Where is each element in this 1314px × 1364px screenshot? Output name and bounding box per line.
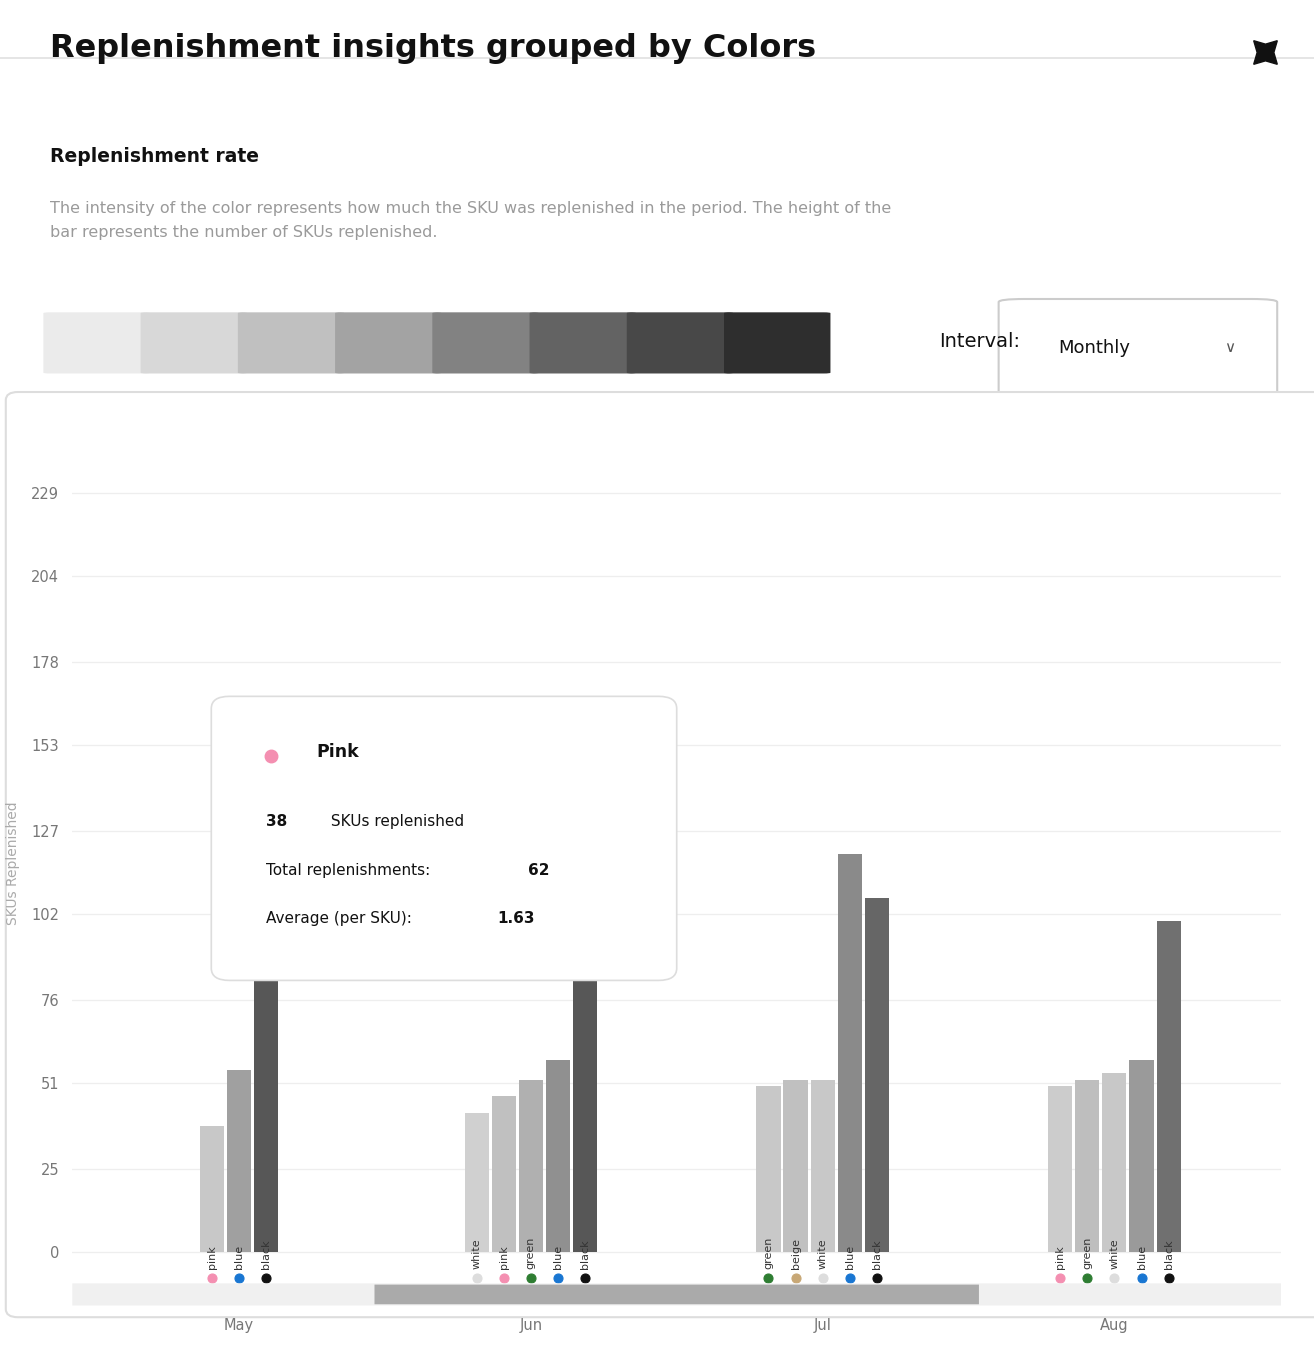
Text: 62: 62 [528, 863, 549, 877]
Text: Replenishment rate: Replenishment rate [50, 147, 259, 165]
Text: black: black [261, 1239, 271, 1269]
Bar [1049, 1086, 1072, 1252]
Bar [811, 1080, 834, 1252]
Text: Jul: Jul [813, 1318, 832, 1333]
Text: black: black [579, 1239, 590, 1269]
FancyBboxPatch shape [627, 312, 733, 374]
Bar [1156, 921, 1181, 1252]
Y-axis label: SKUs Replenished: SKUs Replenished [7, 801, 20, 925]
Text: Low replenishment: Low replenishment [50, 408, 176, 420]
Text: High replenishment: High replenishment [696, 408, 828, 420]
Text: pink: pink [1055, 1245, 1066, 1269]
Text: Jun: Jun [519, 1318, 543, 1333]
Text: The intensity of the color represents how much the SKU was replenished in the pe: The intensity of the color represents ho… [50, 202, 891, 240]
Text: blue: blue [845, 1244, 854, 1269]
Text: Interval:: Interval: [940, 331, 1021, 351]
Bar [783, 1080, 808, 1252]
Text: pink: pink [499, 1245, 509, 1269]
Text: green: green [763, 1236, 774, 1269]
FancyBboxPatch shape [724, 312, 830, 374]
FancyBboxPatch shape [72, 1284, 1281, 1305]
Text: black: black [871, 1239, 882, 1269]
FancyBboxPatch shape [238, 312, 344, 374]
Text: blue: blue [234, 1244, 244, 1269]
Text: Average: Average [363, 408, 418, 420]
Text: Replenishment insights grouped by Colors: Replenishment insights grouped by Colors [50, 33, 816, 64]
Text: Total replenishments:: Total replenishments: [265, 863, 435, 877]
Text: 1.63: 1.63 [498, 911, 535, 926]
Text: Aug: Aug [1100, 1318, 1129, 1333]
FancyBboxPatch shape [43, 312, 150, 374]
Bar [837, 854, 862, 1252]
Text: SKUs replenished: SKUs replenished [326, 814, 464, 829]
Text: white: white [1109, 1239, 1120, 1269]
Bar [465, 1113, 489, 1252]
Text: Pink: Pink [317, 742, 359, 761]
Bar [1102, 1073, 1126, 1252]
Text: May: May [223, 1318, 254, 1333]
Bar [1075, 1080, 1100, 1252]
Bar [573, 877, 597, 1252]
Text: blue: blue [553, 1244, 562, 1269]
FancyBboxPatch shape [212, 697, 677, 981]
Bar [757, 1086, 781, 1252]
Bar [1130, 1060, 1154, 1252]
Text: Monthly: Monthly [1058, 338, 1130, 356]
Text: beige: beige [791, 1237, 800, 1269]
FancyBboxPatch shape [999, 299, 1277, 396]
Bar [865, 898, 888, 1252]
Text: 38: 38 [265, 814, 286, 829]
Text: white: white [472, 1239, 482, 1269]
Bar [200, 1127, 223, 1252]
Bar [519, 1080, 543, 1252]
FancyBboxPatch shape [335, 312, 442, 374]
FancyBboxPatch shape [530, 312, 636, 374]
FancyBboxPatch shape [374, 1285, 979, 1304]
Bar [545, 1060, 570, 1252]
Text: white: white [817, 1239, 828, 1269]
Text: green: green [1083, 1236, 1092, 1269]
FancyBboxPatch shape [141, 312, 247, 374]
Bar [227, 1069, 251, 1252]
FancyBboxPatch shape [5, 391, 1314, 1318]
FancyBboxPatch shape [432, 312, 539, 374]
Bar [491, 1097, 516, 1252]
Text: black: black [1164, 1239, 1173, 1269]
Bar [254, 798, 279, 1252]
Text: blue: blue [1137, 1244, 1147, 1269]
Text: Average (per SKU):: Average (per SKU): [265, 911, 417, 926]
Text: pink: pink [206, 1245, 217, 1269]
Text: green: green [526, 1236, 536, 1269]
Text: ∨: ∨ [1225, 340, 1235, 355]
